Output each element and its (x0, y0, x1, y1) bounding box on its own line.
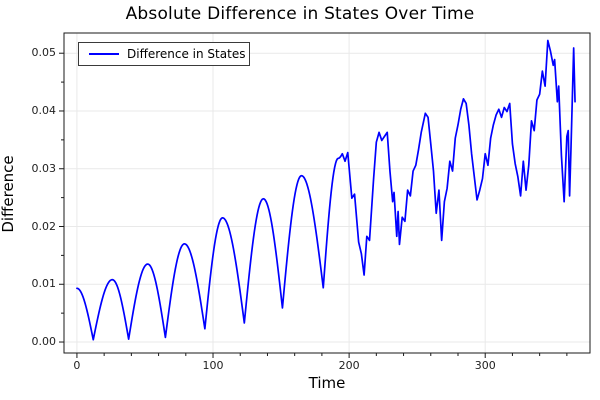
y-tick-label: 0.05 (31, 46, 57, 60)
plot-frame (63, 32, 591, 354)
difference-series-line (76, 39, 576, 341)
x-tick-label: 100 (202, 359, 224, 372)
x-tick-label: 300 (474, 359, 496, 372)
y-axis-label: Difference (0, 155, 17, 233)
legend-label: Difference in States (127, 47, 246, 61)
x-axis-label: Time (308, 374, 346, 392)
x-tick-label: 200 (338, 359, 360, 372)
legend-line-sample (89, 53, 119, 55)
chart-title: Absolute Difference in States Over Time (125, 4, 475, 24)
legend: Difference in States (78, 42, 250, 66)
x-tick-label: 0 (73, 359, 81, 372)
y-tick-label: 0.04 (31, 103, 57, 117)
y-tick-label: 0.03 (31, 161, 57, 175)
y-tick-label: 0.01 (31, 277, 57, 291)
y-tick-label: 0.02 (31, 219, 57, 233)
y-tick-label: 0.00 (31, 335, 57, 349)
